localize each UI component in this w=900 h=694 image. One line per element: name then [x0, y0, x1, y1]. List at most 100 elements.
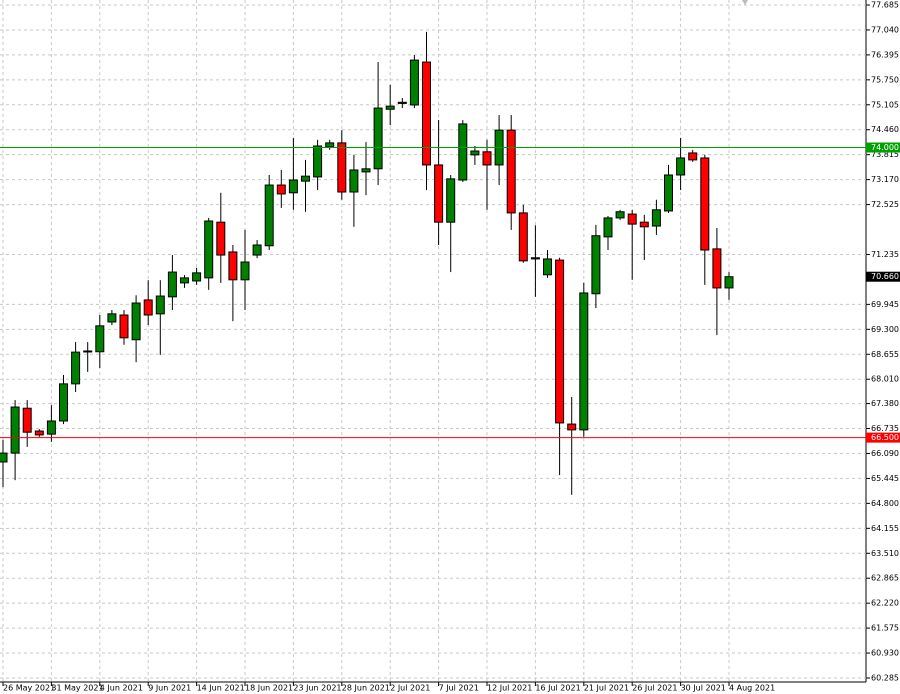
x-tick-label: 9 Jun 2021: [148, 684, 191, 693]
candle-body: [216, 221, 226, 256]
candle-body: [192, 272, 202, 282]
y-tick-label: 68.010: [871, 375, 899, 384]
candle-body: [83, 350, 93, 353]
candle-body: [591, 235, 601, 295]
price-label-box: [866, 271, 900, 282]
candle-body: [361, 168, 371, 173]
y-tick-label: 65.445: [871, 474, 899, 483]
candle-body: [530, 257, 540, 260]
level-label: 74.000: [871, 143, 899, 152]
candle-body: [676, 157, 686, 176]
x-tick-label: 14 Jun 2021: [197, 684, 245, 693]
x-tick-label: 23 Jun 2021: [293, 684, 341, 693]
candle-body: [422, 61, 431, 166]
shift-marker: [742, 0, 748, 5]
grid: [0, 0, 866, 682]
candle-body: [385, 105, 395, 110]
candle-body: [470, 150, 480, 156]
level-label-box: [866, 432, 900, 443]
candle-body: [95, 325, 105, 353]
candle-body: [119, 314, 129, 339]
candle-body: [252, 244, 262, 256]
y-tick-label: 73.815: [871, 150, 899, 159]
candle-body: [664, 174, 673, 212]
price-label: 70.660: [871, 272, 899, 281]
y-tick-label: 69.300: [871, 325, 899, 334]
x-tick-label: 26 May 2021: [3, 684, 55, 693]
candle-body: [276, 184, 286, 195]
candle-body: [712, 248, 722, 289]
y-tick-label: 60.285: [871, 674, 899, 683]
y-tick-label: 66.090: [871, 449, 899, 458]
candle-body: [688, 152, 698, 161]
y-tick-label: 69.945: [871, 300, 899, 309]
candle-body: [71, 351, 81, 385]
candle-body: [34, 430, 44, 436]
candle-body: [651, 209, 661, 227]
y-tick-label: 61.575: [871, 624, 899, 633]
candle-body: [325, 142, 335, 148]
candle-body: [288, 179, 298, 194]
y-tick-label: 60.930: [871, 649, 899, 658]
candle-body: [700, 157, 710, 251]
candle-body: [458, 123, 468, 181]
x-tick-label: 12 Jul 2021: [487, 684, 532, 693]
candle-body: [143, 299, 153, 316]
y-tick-label: 77.040: [871, 25, 899, 34]
x-tick-label: 16 Jul 2021: [535, 684, 580, 693]
y-tick-label: 62.220: [871, 599, 899, 608]
y-tick-label: 74.460: [871, 125, 899, 134]
candle-body: [337, 142, 347, 193]
candle-body: [313, 145, 323, 178]
candle-body: [180, 277, 189, 284]
x-tick-label: 4 Aug 2021: [729, 684, 775, 693]
x-tick-label: 21 Jul 2021: [584, 684, 629, 693]
candle-body: [397, 101, 407, 104]
y-tick-label: 76.395: [871, 50, 899, 59]
candle-body: [446, 178, 456, 223]
candle-body: [482, 151, 492, 166]
candle-body: [167, 271, 177, 298]
candle-body: [59, 383, 68, 422]
y-tick-label: 75.750: [871, 75, 899, 84]
candle-body: [301, 175, 310, 182]
y-tick-label: 66.735: [871, 424, 899, 433]
candle-body: [240, 261, 250, 281]
y-tick-label: 64.155: [871, 524, 899, 533]
candle-body: [373, 107, 383, 170]
candle-body: [264, 184, 274, 247]
x-tick-label: 4 Jun 2021: [100, 684, 143, 693]
y-tick-label: 64.800: [871, 499, 899, 508]
candle-body: [639, 221, 649, 228]
candle-body: [543, 258, 552, 276]
y-tick-label: 77.685: [871, 1, 899, 10]
x-tick-label: 18 Jun 2021: [245, 684, 293, 693]
candle-body: [518, 212, 528, 262]
candle-body: [579, 292, 589, 431]
candle-body: [131, 302, 141, 341]
y-tick-label: 68.655: [871, 350, 899, 359]
x-tick-label: 31 May 2021: [51, 684, 103, 693]
y-tick-label: 62.865: [871, 574, 899, 583]
candle-body: [155, 295, 165, 315]
candle-body: [627, 213, 637, 225]
candle-body: [567, 423, 577, 431]
level-label: 66.500: [871, 433, 899, 442]
candle-body: [434, 164, 444, 223]
candle-body: [0, 452, 8, 463]
candle-body: [228, 251, 238, 281]
y-tick-label: 73.170: [871, 175, 899, 184]
level-label-box: [866, 142, 900, 153]
candle-body: [107, 313, 117, 323]
candle-body: [506, 129, 516, 214]
candle-body: [10, 406, 20, 454]
y-tick-label: 63.510: [871, 549, 899, 558]
x-tick-label: 28 Jun 2021: [342, 684, 390, 693]
y-tick-label: 67.380: [871, 399, 899, 408]
candle-body: [349, 169, 359, 193]
candle-body: [615, 211, 625, 219]
candle-body: [555, 259, 565, 424]
y-tick-label: 71.235: [871, 250, 899, 259]
y-tick-label: 72.525: [871, 200, 899, 209]
